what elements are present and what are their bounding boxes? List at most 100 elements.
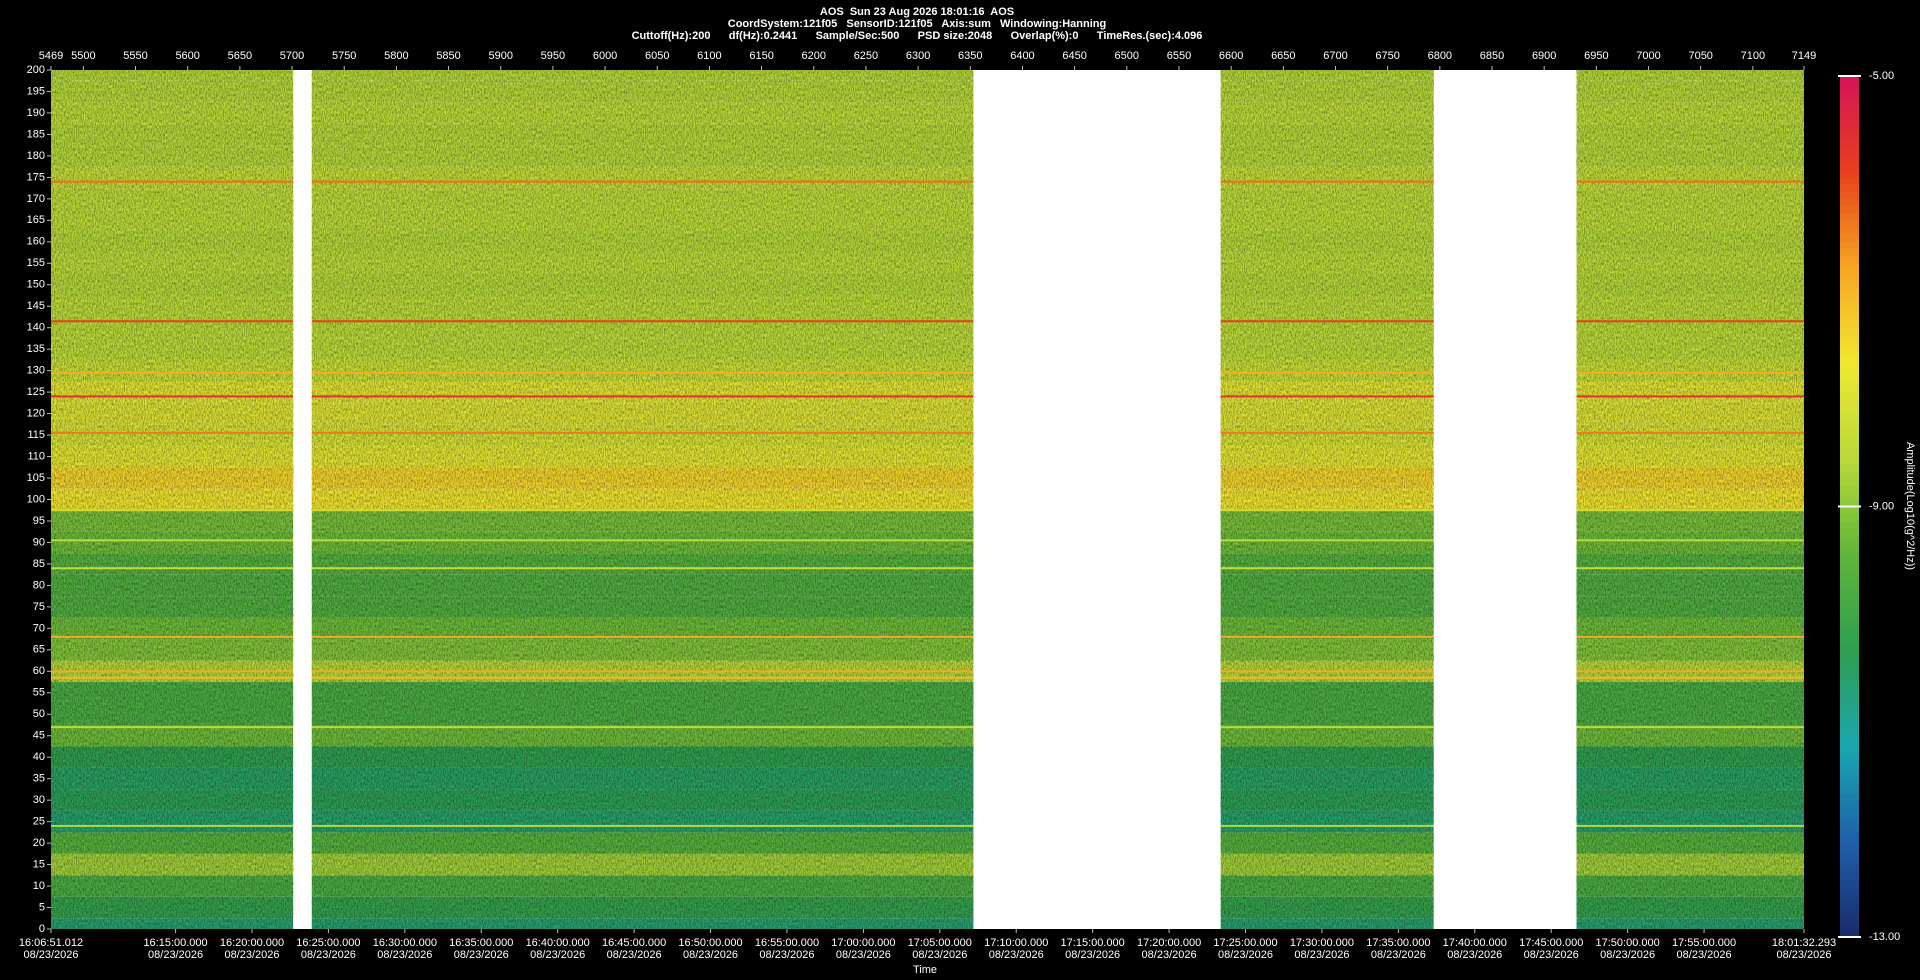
colorbar-step [1840, 685, 1859, 694]
x-tick-label: 7000 [1636, 50, 1660, 62]
tone-line [311, 539, 974, 542]
colorbar-step [1840, 664, 1859, 673]
x-tick-label: 6550 [1167, 50, 1191, 62]
chart-subtitle: CoordSystem:121f05 SensorID:121f05 Axis:… [728, 18, 1106, 30]
colorbar-step [1840, 771, 1859, 780]
colorbar-step [1840, 893, 1859, 902]
x-tick-label: 6950 [1584, 50, 1608, 62]
x-tick-label: 5800 [384, 50, 408, 62]
tone-line [51, 431, 294, 434]
date-tick-label: 08/23/2026 [1677, 949, 1732, 961]
colorbar-step [1840, 793, 1859, 802]
colorbar-step [1840, 319, 1859, 328]
colorbar-step [1840, 255, 1859, 264]
date-tick-label: 08/23/2026 [1600, 949, 1655, 961]
chart-subtitle: Cuttoff(Hz):200 df(Hz):0.2441 Sample/Sec… [632, 30, 1203, 42]
y-tick-label: 0 [39, 923, 45, 935]
colorbar-step [1840, 119, 1859, 127]
y-tick-label: 45 [33, 730, 45, 742]
colorbar-step [1840, 858, 1859, 866]
noise-texture [311, 70, 974, 929]
tone-line [1576, 180, 1804, 183]
colorbar-step [1840, 915, 1859, 924]
y-tick-label: 130 [27, 365, 45, 377]
y-tick-label: 90 [33, 536, 45, 548]
colorbar-step [1840, 879, 1859, 888]
tone-line [1220, 371, 1434, 374]
colorbar-step [1840, 693, 1859, 701]
colorbar-tick-label: -5.00 [1869, 70, 1894, 82]
time-tick-label: 16:25:00.000 [296, 937, 360, 949]
date-tick-label: 08/23/2026 [1142, 949, 1197, 961]
time-tick-label: 16:15:00.000 [143, 937, 207, 949]
tone-line [1576, 431, 1804, 434]
y-tick-label: 180 [27, 150, 45, 162]
x-tick-label: 5900 [488, 50, 512, 62]
x-tick-label: 5469 [39, 50, 63, 62]
colorbar-step [1840, 327, 1859, 335]
y-tick-label: 25 [33, 816, 45, 828]
colorbar-step [1840, 779, 1859, 787]
x-tick-label: 6250 [854, 50, 878, 62]
y-tick-label: 95 [33, 515, 45, 527]
colorbar-step [1840, 262, 1859, 271]
tone-line [51, 371, 294, 374]
y-tick-label: 200 [27, 64, 45, 76]
tone-line [311, 431, 974, 434]
colorbar-step [1840, 499, 1859, 508]
colorbar-step [1840, 183, 1859, 192]
y-tick-label: 85 [33, 558, 45, 570]
date-tick-label: 08/23/2026 [23, 949, 78, 961]
date-tick-label: 08/23/2026 [377, 949, 432, 961]
tone-line [1576, 726, 1804, 729]
colorbar-step [1840, 97, 1859, 106]
colorbar-step [1840, 642, 1859, 651]
y-tick-label: 155 [27, 257, 45, 269]
tone-line [311, 567, 974, 570]
tone-line [1576, 670, 1804, 673]
noise-texture [1576, 70, 1804, 929]
colorbar-step [1840, 635, 1859, 644]
tone-line [1220, 567, 1434, 570]
colorbar-step [1840, 133, 1859, 142]
y-tick-label: 10 [33, 880, 45, 892]
colorbar-step [1840, 542, 1859, 551]
colorbar-step [1840, 750, 1859, 759]
colorbar-step [1840, 815, 1859, 823]
colorbar-step [1840, 578, 1859, 587]
x-tick-label: 6650 [1271, 50, 1295, 62]
tone-line [51, 824, 294, 827]
colorbar-step [1840, 807, 1859, 816]
time-tick-label: 16:40:00.000 [526, 937, 590, 949]
colorbar-step [1840, 76, 1859, 84]
y-tick-label: 140 [27, 322, 45, 334]
tone-line [51, 676, 294, 679]
x-tick-label: 6300 [906, 50, 930, 62]
colorbar-step [1840, 284, 1859, 292]
tone-line [1220, 726, 1434, 729]
colorbar-step [1840, 606, 1859, 615]
time-tick-label: 17:40:00.000 [1443, 937, 1507, 949]
date-tick-label: 08/23/2026 [1065, 949, 1120, 961]
y-tick-label: 115 [27, 429, 45, 441]
date-tick-label: 08/23/2026 [530, 949, 585, 961]
x-tick-label: 5950 [541, 50, 565, 62]
colorbar-step [1840, 836, 1859, 845]
colorbar-label: Amplitude(Log10(g^2/Hz)) [1904, 442, 1916, 570]
colorbar-step [1840, 757, 1859, 766]
y-tick-label: 5 [39, 901, 45, 913]
x-tick-label: 5850 [436, 50, 460, 62]
noise-texture [1220, 70, 1434, 929]
y-tick-label: 145 [27, 300, 45, 312]
y-tick-label: 30 [33, 794, 45, 806]
time-tick-label: 16:20:00.000 [220, 937, 284, 949]
y-tick-label: 20 [33, 837, 45, 849]
colorbar-step [1840, 111, 1859, 120]
time-tick-label: 17:00:00.000 [831, 937, 895, 949]
colorbar-step [1840, 456, 1859, 465]
colorbar-step [1840, 126, 1859, 134]
y-tick-label: 195 [27, 85, 45, 97]
date-tick-label: 08/23/2026 [607, 949, 662, 961]
colorbar-step [1840, 413, 1859, 421]
